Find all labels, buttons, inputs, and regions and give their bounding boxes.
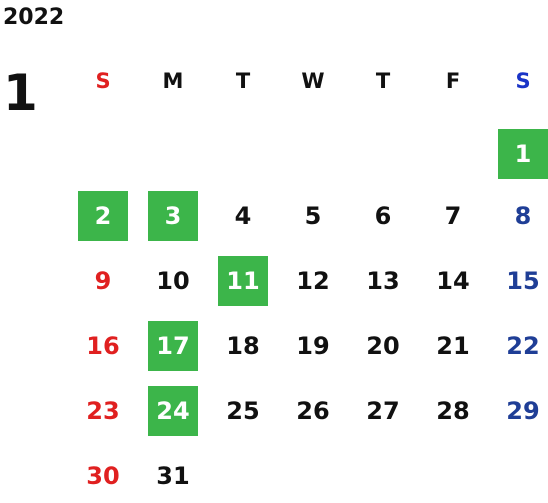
day-cell	[488, 450, 548, 502]
weekday-friday: F	[445, 69, 461, 93]
day-cell: 7	[418, 190, 488, 242]
day-cell: 3	[138, 190, 208, 242]
day-cell	[278, 450, 348, 502]
day-number: 20	[366, 332, 400, 360]
day-number: 6	[374, 202, 392, 230]
day-number: 5	[304, 202, 322, 230]
day-cell: 30	[68, 450, 138, 502]
day-number-highlighted: 17	[148, 321, 198, 371]
day-cell: 10	[138, 255, 208, 307]
day-cell: 5	[278, 190, 348, 242]
day-cell: 31	[138, 450, 208, 502]
day-number-highlighted: 1	[498, 129, 548, 179]
day-number-highlighted: 24	[148, 386, 198, 436]
day-number: 10	[156, 267, 190, 295]
day-cell: 16	[68, 320, 138, 372]
day-number: 16	[86, 332, 120, 360]
day-cell	[208, 450, 278, 502]
day-cell	[418, 128, 488, 180]
day-cell	[138, 128, 208, 180]
day-cell: 9	[68, 255, 138, 307]
year-label: 2022	[3, 5, 65, 30]
day-number: 18	[226, 332, 260, 360]
day-cell: 12	[278, 255, 348, 307]
weekday-monday: M	[162, 69, 184, 93]
weekday-saturday: S	[515, 69, 531, 93]
day-number: 19	[296, 332, 330, 360]
day-number: 15	[506, 267, 540, 295]
day-number-highlighted: 2	[78, 191, 128, 241]
week-row: 1	[68, 128, 548, 180]
day-number: 30	[86, 462, 120, 490]
day-number: 22	[506, 332, 540, 360]
day-cell	[278, 128, 348, 180]
day-cell	[348, 450, 418, 502]
day-cell: 28	[418, 385, 488, 437]
day-number: 31	[156, 462, 190, 490]
day-cell	[68, 128, 138, 180]
day-cell: 6	[348, 190, 418, 242]
day-cell: 1	[488, 128, 548, 180]
day-number-highlighted: 11	[218, 256, 268, 306]
weekday-tuesday: T	[235, 69, 251, 93]
day-cell: 25	[208, 385, 278, 437]
day-cell: 11	[208, 255, 278, 307]
day-number: 9	[94, 267, 112, 295]
day-cell: 17	[138, 320, 208, 372]
day-number: 12	[296, 267, 330, 295]
day-cell: 29	[488, 385, 548, 437]
day-number: 8	[514, 202, 532, 230]
week-row: 9 10 11 12 13 14 15	[68, 255, 548, 307]
day-cell: 24	[138, 385, 208, 437]
day-number: 29	[506, 397, 540, 425]
week-row: 30 31	[68, 450, 548, 502]
day-cell: 26	[278, 385, 348, 437]
day-cell: 14	[418, 255, 488, 307]
day-number: 14	[436, 267, 470, 295]
day-number: 27	[366, 397, 400, 425]
day-number: 28	[436, 397, 470, 425]
day-number: 21	[436, 332, 470, 360]
weekday-wednesday: W	[301, 69, 325, 93]
day-cell: 4	[208, 190, 278, 242]
day-number: 7	[444, 202, 462, 230]
day-number-highlighted: 3	[148, 191, 198, 241]
weekday-thursday: T	[375, 69, 391, 93]
month-label: 1	[3, 64, 38, 122]
day-cell: 22	[488, 320, 548, 372]
day-number: 25	[226, 397, 260, 425]
weekday-header: S M T W T F S	[68, 62, 548, 100]
day-number: 23	[86, 397, 120, 425]
day-cell: 27	[348, 385, 418, 437]
week-row: 23 24 25 26 27 28 29	[68, 385, 548, 437]
day-cell: 21	[418, 320, 488, 372]
day-number: 13	[366, 267, 400, 295]
day-cell: 13	[348, 255, 418, 307]
day-cell: 19	[278, 320, 348, 372]
day-cell: 18	[208, 320, 278, 372]
day-cell	[418, 450, 488, 502]
day-cell: 2	[68, 190, 138, 242]
day-cell: 20	[348, 320, 418, 372]
day-cell: 23	[68, 385, 138, 437]
day-cell	[348, 128, 418, 180]
week-row: 16 17 18 19 20 21 22	[68, 320, 548, 372]
day-cell: 8	[488, 190, 548, 242]
day-cell: 15	[488, 255, 548, 307]
weekday-sunday: S	[95, 69, 111, 93]
day-cell	[208, 128, 278, 180]
day-number: 26	[296, 397, 330, 425]
day-number: 4	[234, 202, 252, 230]
